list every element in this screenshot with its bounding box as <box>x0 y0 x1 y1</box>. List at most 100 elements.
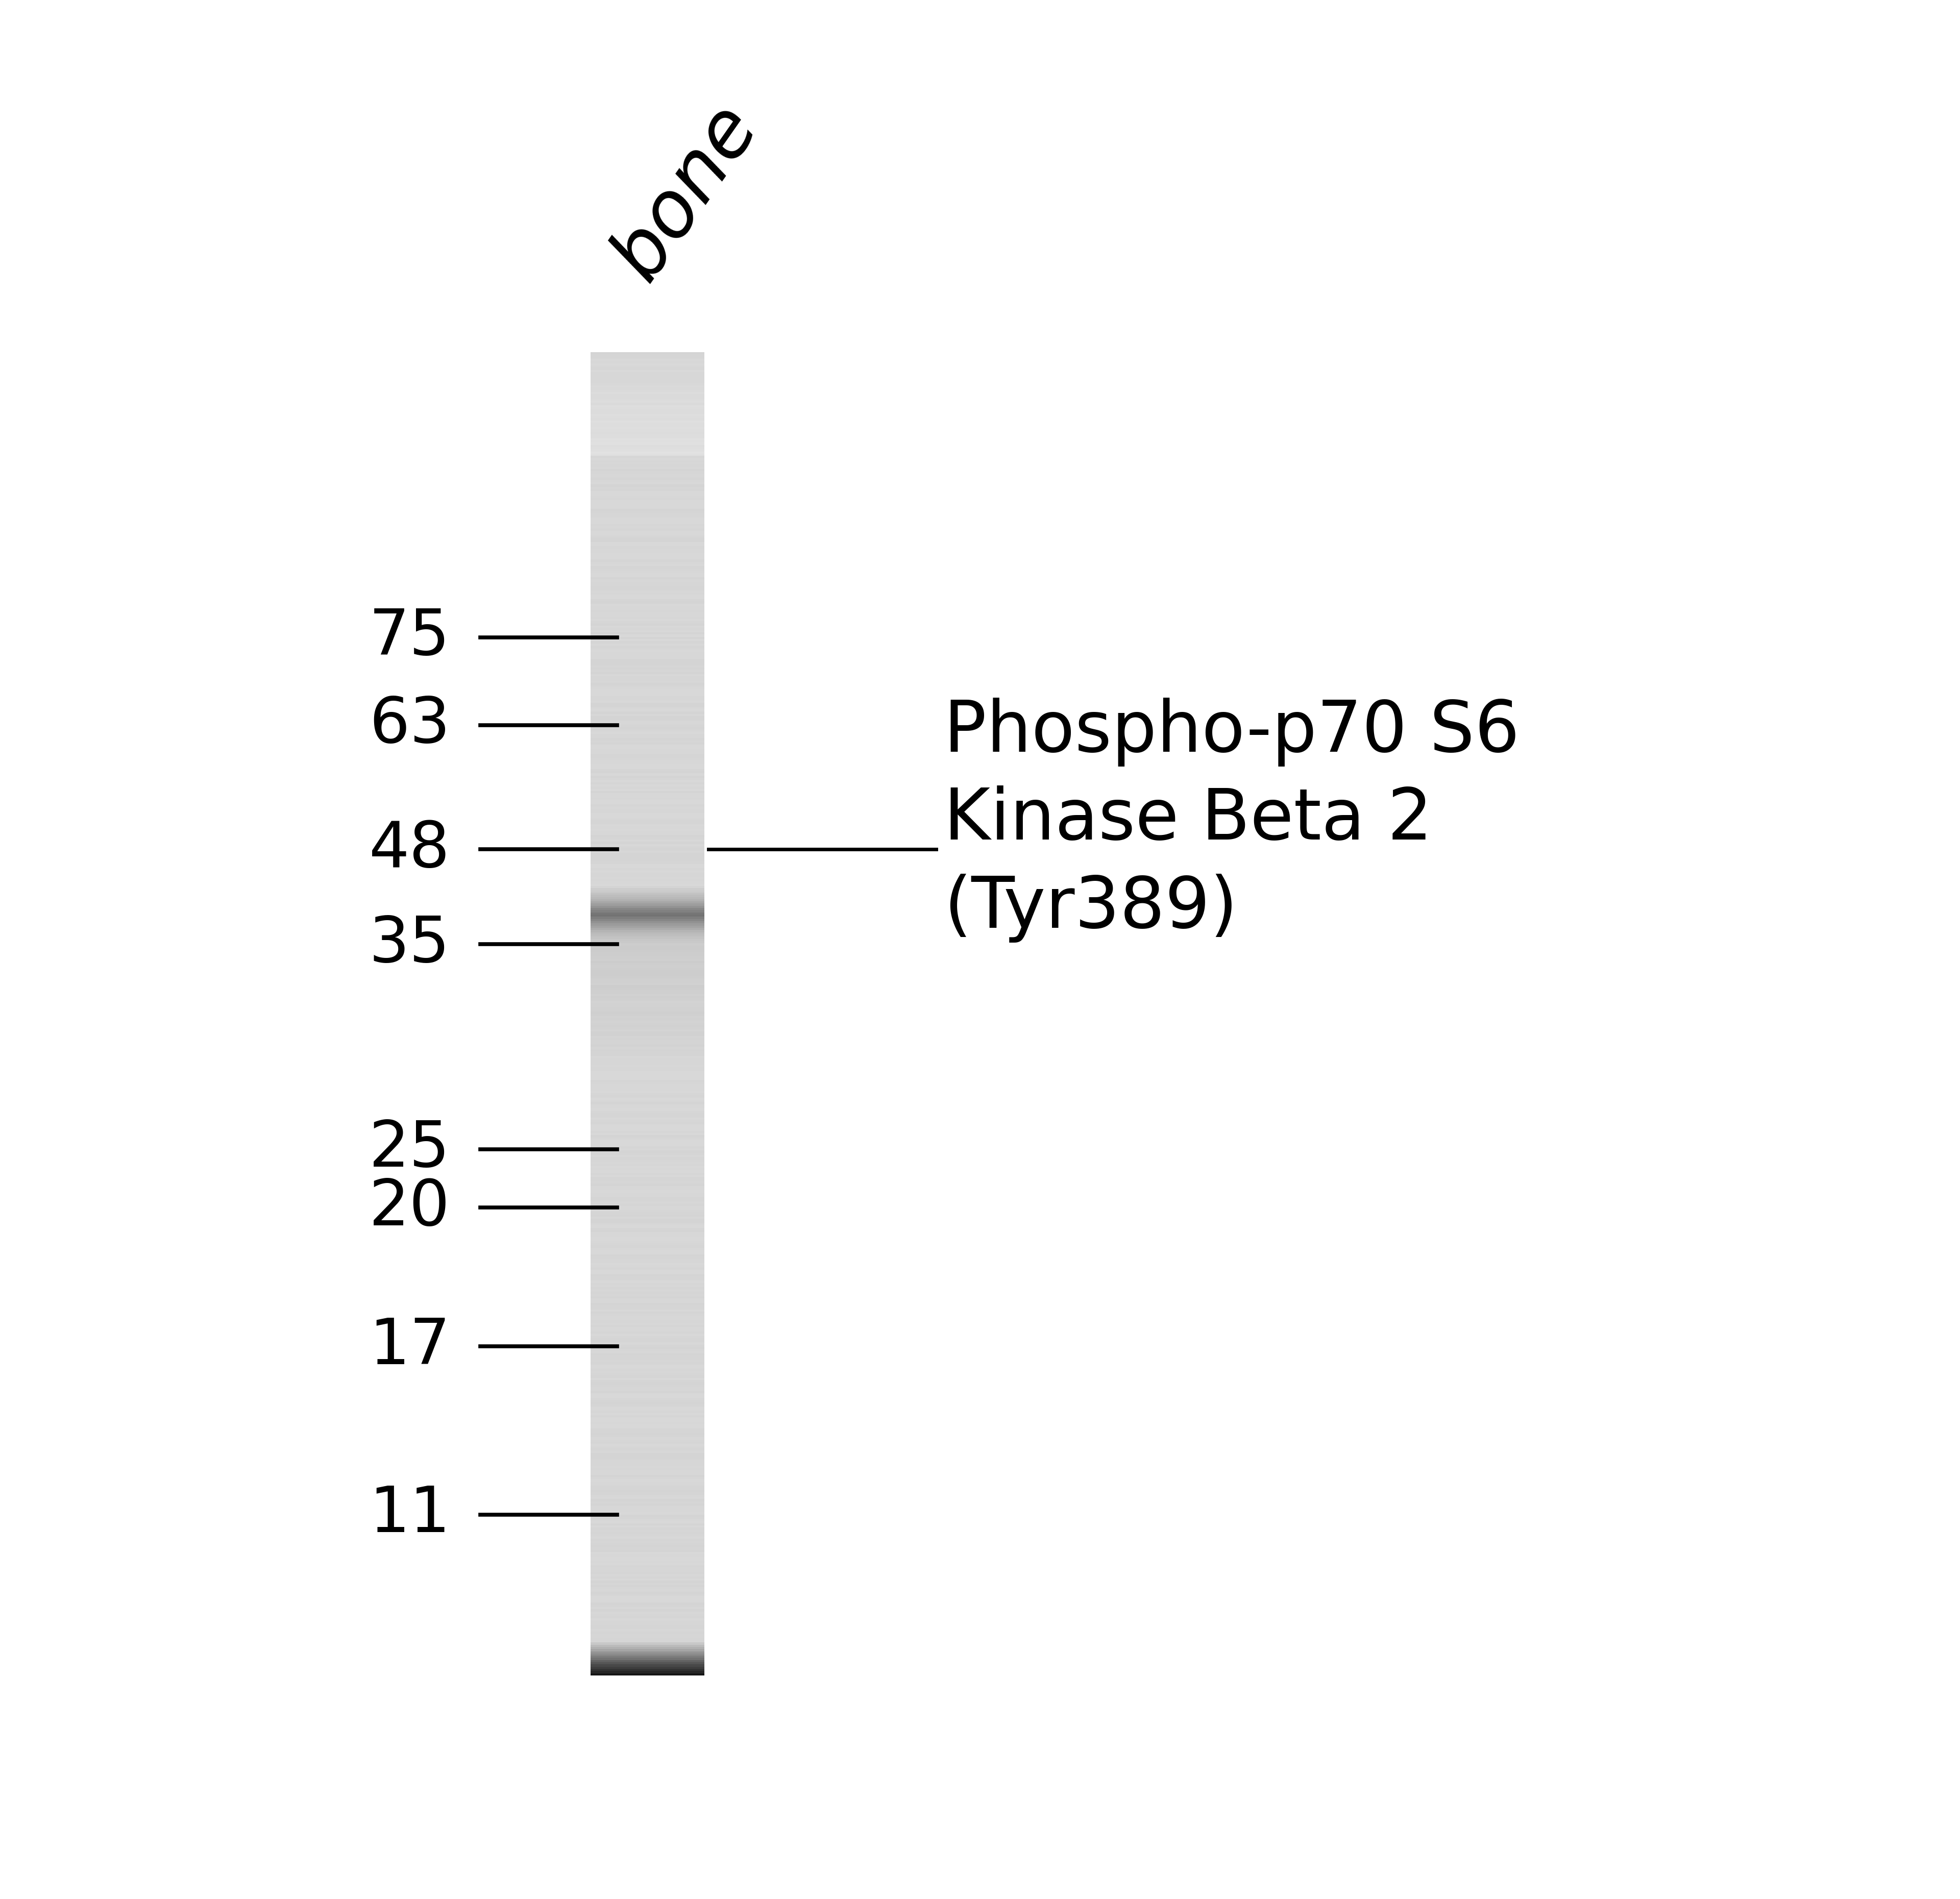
Bar <box>590 1664 704 1667</box>
Bar <box>590 1143 704 1147</box>
Bar <box>590 1113 704 1115</box>
Bar <box>590 1626 704 1627</box>
Bar <box>590 997 704 999</box>
Bar <box>590 693 704 697</box>
Bar <box>590 1491 704 1493</box>
Bar <box>590 936 704 938</box>
Bar <box>590 547 704 549</box>
Bar <box>590 359 704 361</box>
Bar <box>590 1599 704 1601</box>
Bar <box>590 351 704 355</box>
Bar <box>590 368 704 370</box>
Bar <box>590 1656 704 1658</box>
Bar <box>590 1658 704 1660</box>
Bar <box>590 659 704 661</box>
Bar <box>590 395 704 397</box>
Bar <box>590 1407 704 1409</box>
Bar <box>590 775 704 779</box>
Bar <box>590 782 704 784</box>
Bar <box>590 1449 704 1451</box>
Bar <box>590 1153 704 1155</box>
Bar <box>590 1553 704 1557</box>
Bar <box>590 815 704 818</box>
Bar <box>590 471 704 473</box>
Bar <box>590 1352 704 1354</box>
Bar <box>590 452 704 454</box>
Bar <box>590 625 704 629</box>
Bar <box>590 1225 704 1229</box>
Bar <box>590 1603 704 1605</box>
Bar <box>590 1244 704 1246</box>
Bar <box>590 1168 704 1170</box>
Bar <box>590 1417 704 1420</box>
Bar <box>590 1103 704 1107</box>
Bar <box>590 406 704 410</box>
Bar <box>590 450 704 452</box>
Bar <box>590 1493 704 1495</box>
Bar <box>590 691 704 693</box>
Bar <box>590 1177 704 1179</box>
Bar <box>590 929 704 931</box>
Bar <box>590 868 704 870</box>
Bar <box>590 1512 704 1515</box>
Bar <box>590 1031 704 1033</box>
Bar <box>590 756 704 758</box>
Bar <box>590 1101 704 1103</box>
Bar <box>590 1020 704 1024</box>
Bar <box>590 828 704 830</box>
Bar <box>590 382 704 384</box>
Bar <box>590 1622 704 1626</box>
Bar <box>590 1198 704 1202</box>
Bar <box>590 1139 704 1141</box>
Bar <box>590 1223 704 1225</box>
Bar <box>590 594 704 596</box>
Bar <box>590 498 704 499</box>
Bar <box>590 1065 704 1067</box>
Bar <box>590 1544 704 1546</box>
Bar <box>590 1126 704 1128</box>
Bar <box>590 1025 704 1027</box>
Bar <box>590 596 704 600</box>
Bar <box>590 1588 704 1589</box>
Bar <box>590 1369 704 1371</box>
Bar <box>590 414 704 416</box>
Bar <box>590 473 704 475</box>
Bar <box>590 1591 704 1593</box>
Bar <box>590 1164 704 1166</box>
Bar <box>590 1424 704 1426</box>
Bar <box>590 1438 704 1439</box>
Bar <box>590 1546 704 1548</box>
Bar <box>590 970 704 972</box>
Bar <box>590 849 704 851</box>
Bar <box>590 399 704 401</box>
Bar <box>590 1436 704 1438</box>
Bar <box>590 560 704 562</box>
Bar <box>590 1041 704 1043</box>
Bar <box>590 1455 704 1457</box>
Text: 25: 25 <box>368 1119 451 1179</box>
Bar <box>590 993 704 997</box>
Bar <box>590 454 704 456</box>
Bar <box>590 1660 704 1662</box>
Bar <box>590 1667 704 1669</box>
Bar <box>590 779 704 780</box>
Bar <box>590 1510 704 1512</box>
Bar <box>590 1250 704 1251</box>
Bar <box>590 1267 704 1270</box>
Bar <box>590 864 704 866</box>
Bar <box>590 1303 704 1305</box>
Bar <box>590 1344 704 1346</box>
Bar <box>590 1134 704 1136</box>
Bar <box>590 689 704 691</box>
Bar <box>590 1297 704 1299</box>
Bar <box>590 549 704 551</box>
Bar <box>590 887 704 889</box>
Bar <box>590 771 704 773</box>
Bar <box>590 467 704 469</box>
Bar <box>590 1253 704 1257</box>
Bar <box>590 1532 704 1534</box>
Bar <box>590 672 704 674</box>
Bar <box>590 1593 704 1595</box>
Bar <box>590 699 704 701</box>
Bar <box>590 1348 704 1352</box>
